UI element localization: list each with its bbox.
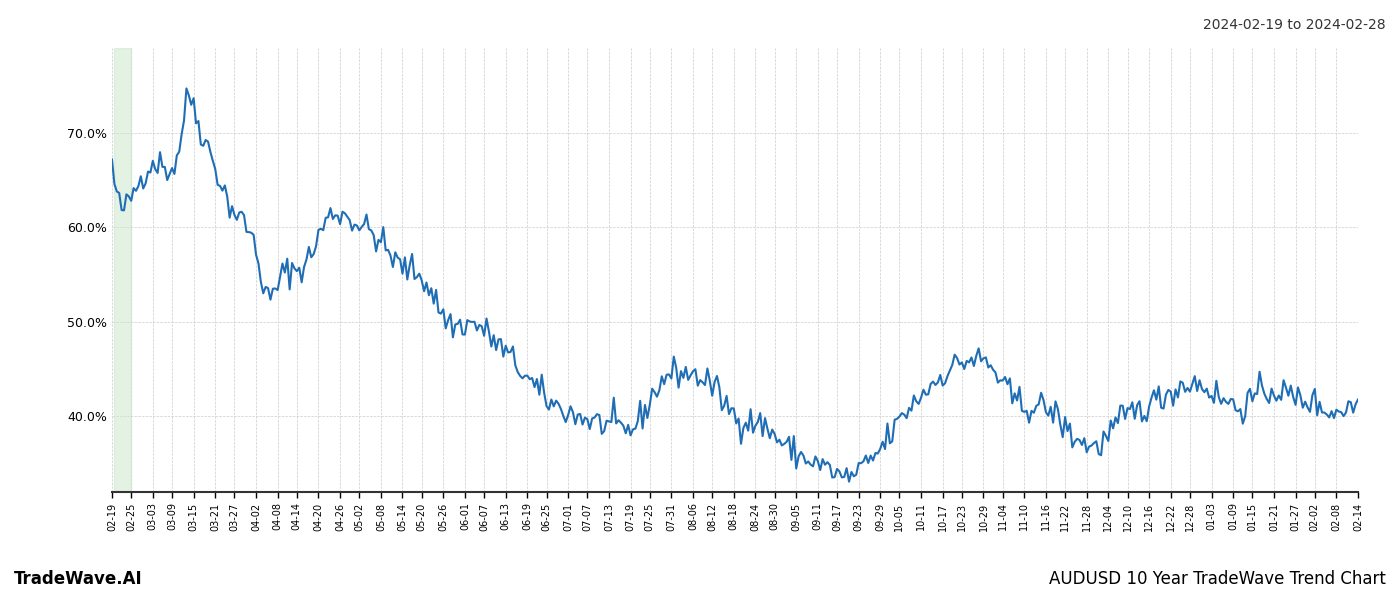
Text: AUDUSD 10 Year TradeWave Trend Chart: AUDUSD 10 Year TradeWave Trend Chart — [1049, 570, 1386, 588]
Bar — [115, 48, 132, 492]
Text: 2024-02-19 to 2024-02-28: 2024-02-19 to 2024-02-28 — [1204, 18, 1386, 32]
Text: TradeWave.AI: TradeWave.AI — [14, 570, 143, 588]
